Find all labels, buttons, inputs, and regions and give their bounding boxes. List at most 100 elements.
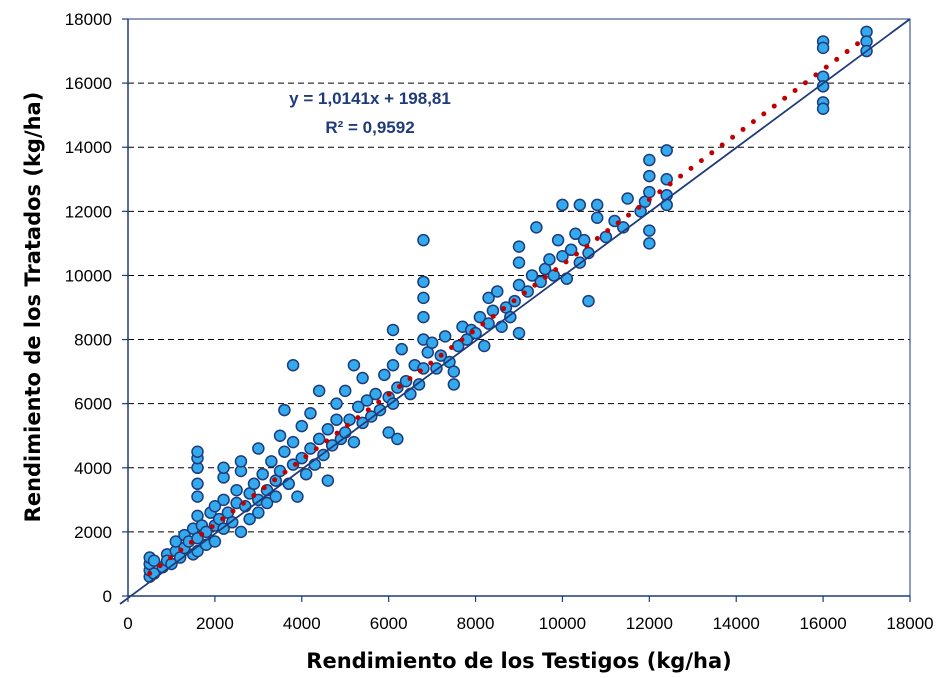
data-point [378, 368, 391, 382]
data-point [386, 323, 400, 337]
y-tick-label: 6000 [74, 395, 112, 414]
x-tick-label: 8000 [457, 614, 495, 633]
data-point [512, 240, 526, 253]
data-point [347, 358, 361, 372]
data-point [590, 211, 604, 224]
data-point [543, 253, 556, 266]
data-point [573, 198, 587, 212]
x-tick-label: 4000 [283, 614, 321, 633]
data-point [504, 310, 517, 324]
data-point [234, 455, 248, 468]
data-point [621, 192, 634, 205]
data-point [643, 237, 656, 250]
data-point [643, 153, 656, 167]
data-point [577, 233, 591, 247]
y-axis-ticks: 0 2000 4000 6000 8000 10000 12000 14000 16000 180… [65, 10, 128, 606]
data-point [816, 41, 830, 55]
y-tick-label: 18000 [65, 10, 112, 29]
data-point [556, 198, 569, 212]
x-tick-label: 12000 [626, 614, 673, 633]
data-point [816, 102, 830, 116]
data-point [330, 413, 343, 426]
y-tick-label: 8000 [74, 331, 112, 350]
data-point [556, 249, 569, 263]
y-tick-label: 0 [103, 587, 112, 606]
data-point [447, 378, 461, 391]
r-squared-label: R² = 0,9592 [325, 118, 414, 137]
data-point [512, 278, 526, 292]
data-point [425, 336, 439, 350]
data-point [343, 413, 356, 426]
data-point [269, 490, 282, 503]
data-point [438, 330, 452, 343]
data-point [260, 496, 274, 510]
data-point [191, 477, 204, 491]
data-point [495, 320, 508, 333]
data-point [208, 499, 222, 513]
data-point [191, 445, 204, 458]
data-point [321, 423, 335, 436]
x-tick-label: 18000 [886, 614, 933, 633]
data-point [417, 291, 430, 305]
x-tick-label: 10000 [539, 614, 586, 633]
data-point [252, 506, 265, 519]
data-point [391, 432, 404, 446]
data-point [278, 445, 291, 458]
trendline [147, 34, 870, 576]
data-point [286, 358, 300, 372]
data-point [643, 169, 656, 183]
data-point [569, 227, 582, 241]
data-point [169, 535, 183, 548]
y-tick-label: 12000 [65, 202, 112, 221]
data-point [512, 326, 526, 340]
data-point [395, 342, 408, 356]
data-point [299, 467, 313, 481]
y-axis-title: Rendimiento de los Tratados (kg/ha) [21, 92, 45, 523]
data-point [352, 400, 365, 414]
x-axis-ticks: 0 2000 4000 6000 8000 10000 12000 14000 16000 180… [123, 596, 934, 633]
data-point [252, 442, 265, 455]
data-point [386, 358, 400, 372]
y-tick-label: 4000 [74, 459, 112, 478]
trendline-equation: y = 1,0141x + 198,81 [289, 89, 451, 108]
data-point [369, 387, 382, 401]
x-tick-label: 2000 [196, 614, 234, 633]
x-tick-label: 0 [123, 614, 132, 633]
data-point [530, 221, 543, 234]
data-point [447, 365, 461, 378]
data-point [512, 256, 526, 269]
data-point [590, 198, 604, 212]
data-point [360, 394, 374, 407]
data-point [382, 426, 395, 439]
data-point [491, 285, 504, 298]
data-point [477, 339, 491, 353]
data-point [217, 461, 230, 475]
data-point [147, 554, 161, 567]
data-point [347, 435, 361, 449]
data-point [582, 294, 595, 308]
data-point [247, 477, 261, 491]
data-point [482, 291, 495, 305]
data-point [551, 233, 565, 247]
data-point [217, 493, 230, 507]
data-point [404, 387, 417, 401]
data-point [191, 490, 204, 503]
data-point [234, 525, 248, 539]
x-tick-label: 14000 [713, 614, 760, 633]
data-point [643, 185, 656, 199]
y-tick-label: 2000 [74, 523, 112, 542]
data-point [291, 490, 304, 503]
data-point [473, 310, 487, 324]
data-point [278, 403, 291, 417]
data-point [312, 384, 326, 398]
data-point [230, 483, 243, 497]
data-point [412, 378, 426, 391]
data-point [312, 432, 326, 446]
y-tick-label: 14000 [65, 138, 112, 157]
data-point [286, 435, 300, 449]
data-point [273, 429, 287, 442]
data-point [295, 419, 309, 433]
data-point [417, 233, 430, 247]
data-point [321, 474, 335, 487]
